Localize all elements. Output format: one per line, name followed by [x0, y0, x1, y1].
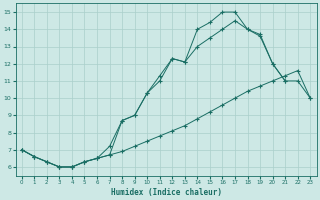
X-axis label: Humidex (Indice chaleur): Humidex (Indice chaleur) [110, 188, 221, 197]
